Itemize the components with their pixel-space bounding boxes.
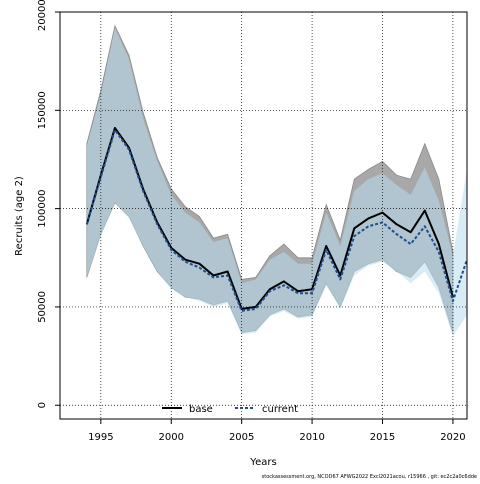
y-tick-label: 0 xyxy=(37,402,48,408)
y-axis: 0 50000 100000 150000 200000 xyxy=(37,0,60,408)
x-tick-label: 2015 xyxy=(370,432,395,443)
x-tick-label: 2010 xyxy=(299,432,324,443)
y-tick-label: 100000 xyxy=(37,190,48,228)
y-tick-label: 150000 xyxy=(37,91,48,129)
legend-label-base: base xyxy=(189,404,213,415)
x-tick-label: 1995 xyxy=(88,432,113,443)
footnote: stockassessment.org, NCOD67 AFWG2022 Exc… xyxy=(262,474,477,480)
confidence-bands xyxy=(86,24,468,337)
y-tick-label: 200000 xyxy=(37,0,48,31)
legend: base current xyxy=(162,404,298,415)
x-axis-title: Years xyxy=(249,457,276,468)
x-tick-label: 2000 xyxy=(159,432,184,443)
series-lines xyxy=(85,127,468,312)
y-tick-label: 50000 xyxy=(37,291,48,323)
y-axis-title: Recruits (age 2) xyxy=(14,176,25,256)
x-axis: 1995 2000 2005 2010 2015 2020 xyxy=(88,419,466,443)
x-tick-label: 2020 xyxy=(440,432,465,443)
plot-frame xyxy=(59,11,468,420)
x-tick-label: 2005 xyxy=(229,432,254,443)
legend-label-current: current xyxy=(262,404,298,415)
